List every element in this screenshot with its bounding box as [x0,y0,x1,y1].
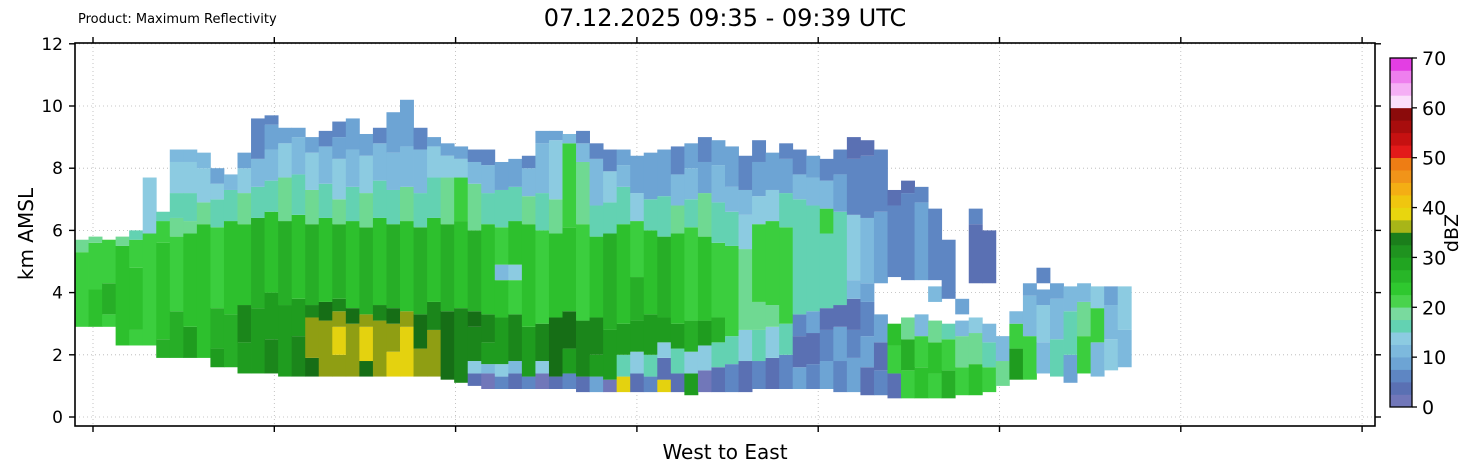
x-axis-label: West to East [662,440,788,464]
svg-text:2: 2 [52,346,63,366]
axis-ticks [69,37,1381,432]
svg-text:8: 8 [52,159,63,179]
chart-title: 07.12.2025 09:35 - 09:39 UTC [543,4,907,32]
product-label: Product: Maximum Reflectivity [78,12,277,27]
svg-text:50: 50 [1422,148,1446,170]
svg-text:30: 30 [1422,247,1446,269]
svg-text:40: 40 [1422,198,1446,220]
colorbar [1389,57,1417,408]
svg-text:10: 10 [1422,347,1446,369]
svg-text:10: 10 [41,97,63,117]
reflectivity-columns [75,99,1132,399]
colorbar-tick-labels: 0 10 20 30 40 50 60 70 [1422,48,1446,419]
svg-text:70: 70 [1422,48,1446,70]
y-axis-label: km AMSL [14,187,38,281]
svg-text:6: 6 [52,221,63,241]
svg-text:0: 0 [1422,397,1434,419]
colorbar-label: dBZ [1441,213,1463,253]
svg-text:60: 60 [1422,98,1446,120]
svg-text:4: 4 [52,284,63,304]
y-tick-labels: 0 2 4 6 8 10 12 [41,35,63,428]
svg-text:12: 12 [41,35,63,55]
svg-text:20: 20 [1422,297,1446,319]
svg-text:0: 0 [52,408,63,428]
plot-frame [74,42,1376,427]
